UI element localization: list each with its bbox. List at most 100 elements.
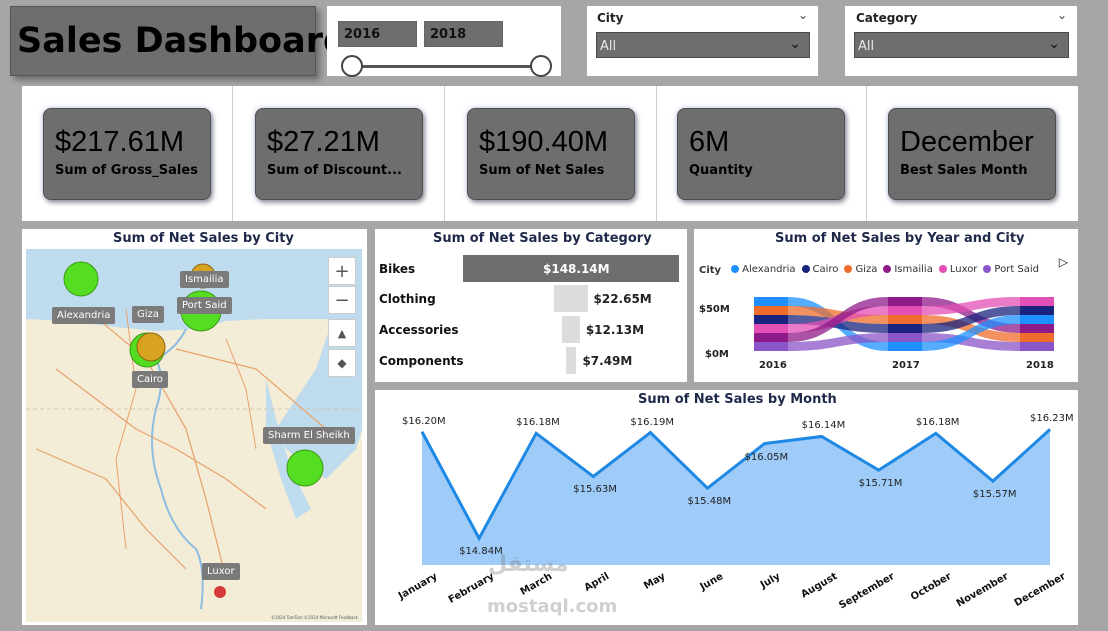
data-point-label: $16.18M — [915, 417, 960, 429]
data-point-label: $15.63M — [573, 484, 617, 496]
legend-item[interactable]: Port Said — [983, 264, 1039, 275]
legend-item[interactable]: Ismailia — [883, 264, 933, 275]
category-bar[interactable] — [463, 255, 679, 282]
data-point-label: $15.71M — [858, 478, 903, 490]
category-bar[interactable] — [562, 316, 580, 343]
ribbon-segment — [888, 342, 922, 351]
ribbon-band — [788, 333, 888, 351]
bubble-alexandria — [63, 261, 99, 297]
zoom-out-button[interactable]: − — [328, 286, 356, 314]
data-point-label: $16.19M — [630, 416, 674, 428]
legend-item[interactable]: Alexandria — [731, 264, 796, 275]
area-fill — [422, 429, 1050, 565]
data-point-label: $16.20M — [402, 415, 446, 427]
city-label-sharm-el-sheikh: Sharm El Sheikh — [263, 427, 355, 444]
year-to-input[interactable]: 2018 — [424, 21, 503, 47]
legend-label: Cairo — [812, 263, 839, 275]
compass-icon[interactable]: ◆ — [328, 349, 356, 377]
legend-label: Giza — [855, 263, 878, 275]
ribbon-segment — [888, 306, 922, 315]
kpi-card-quantity[interactable]: 6M Quantity — [677, 108, 845, 200]
legend-item[interactable]: Luxor — [938, 263, 978, 275]
year-slider-start-handle[interactable] — [341, 55, 363, 77]
ribbon-segment — [888, 315, 922, 324]
year-from-input[interactable]: 2016 — [338, 21, 417, 47]
map-title: Sum of Net Sales by City — [113, 231, 294, 246]
ribbon-chart-title: Sum of Net Sales by Year and City — [775, 231, 1025, 246]
data-point-label: $16.05M — [744, 451, 789, 463]
kpi-strip: $217.61M Sum of Gross_Sales $27.21M Sum … — [22, 86, 1078, 221]
ribbon-band — [922, 333, 1020, 351]
ribbon-band — [922, 306, 1020, 333]
ribbon-segment — [1020, 297, 1054, 306]
ribbon-segment — [754, 306, 788, 315]
legend-dot-icon — [844, 265, 853, 273]
city-label-cairo: Cairo — [132, 371, 168, 388]
legend-item[interactable]: Giza — [844, 264, 877, 275]
kpi-card-net-sales[interactable]: $190.40M Sum of Net Sales — [467, 108, 635, 200]
kpi-label: Sum of Net Sales — [479, 163, 605, 178]
kpi-value: December — [900, 126, 1034, 158]
city-label-ismailia: Ismailia — [180, 271, 229, 288]
data-point-label: $16.14M — [801, 420, 846, 432]
ribbon-segment — [754, 333, 788, 342]
legend-dot-icon — [801, 265, 810, 273]
kpi-value: $217.61M — [55, 126, 184, 158]
ribbon-segment — [754, 324, 788, 333]
kpi-card-discount[interactable]: $27.21M Sum of Discount... — [255, 108, 423, 200]
city-slicer-label: City — [597, 11, 624, 25]
month-chart-panel: Sum of Net Sales by Month $16.20M January… — [375, 390, 1078, 625]
ribbon-segment — [754, 315, 788, 324]
ribbon-segment — [1020, 342, 1054, 351]
page-title: Sales Dashboard — [17, 21, 349, 61]
area-line — [420, 428, 1052, 542]
kpi-value: $190.40M — [479, 126, 608, 158]
kpi-divider — [866, 86, 867, 221]
ribbon-segment — [888, 333, 922, 342]
category-slicer-label: Category — [856, 11, 918, 25]
kpi-label: Sum of Gross_Sales — [55, 163, 198, 178]
map-attribution[interactable]: ©2024 TomTom ©2024 Microsoft Feedback — [271, 615, 358, 620]
dashboard-title-box: Sales Dashboard — [10, 6, 348, 76]
legend-label: Ismailia — [894, 263, 933, 275]
kpi-card-gross-sales[interactable]: $217.61M Sum of Gross_Sales — [43, 108, 211, 200]
category-bar[interactable] — [554, 285, 588, 312]
chevron-down-icon[interactable]: ⌄ — [797, 8, 808, 22]
tilt-button[interactable]: ▲ — [328, 319, 356, 347]
kpi-card-best-month[interactable]: December Best Sales Month — [888, 108, 1056, 200]
month-chart-title: Sum of Net Sales by Month — [638, 392, 837, 407]
x-tick-label: 2016 — [759, 360, 787, 371]
zoom-in-button[interactable]: + — [328, 257, 356, 285]
data-point-label: $15.57M — [972, 489, 1017, 501]
ribbon-segment — [754, 342, 788, 351]
category-label: Bikes — [379, 262, 416, 276]
watermark-latin: mostaql.com — [487, 596, 618, 617]
map-canvas[interactable]: + − ▲ ◆ Alexandria Giza Ismailia Port Sa… — [26, 249, 362, 622]
category-slicer: Category ⌄ All ⌄ — [845, 6, 1077, 76]
category-dropdown[interactable]: All ⌄ — [854, 32, 1069, 58]
legend-dot-icon — [983, 265, 992, 273]
category-bar[interactable] — [565, 347, 577, 374]
kpi-divider — [656, 86, 657, 221]
ribbon-segment — [888, 324, 922, 333]
kpi-value: 6M — [689, 126, 730, 158]
ribbon-legend: City Alexandria Cairo Giza Ismailia Luxor Por… — [699, 258, 1045, 277]
chevron-down-icon[interactable]: ⌄ — [1056, 8, 1067, 22]
category-chart-title: Sum of Net Sales by Category — [433, 231, 652, 246]
legend-label: Luxor — [949, 263, 978, 275]
kpi-divider — [232, 86, 233, 221]
year-slider-track[interactable] — [351, 65, 541, 68]
category-value-label: $148.14M — [543, 262, 610, 276]
legend-next-icon[interactable]: ▷ — [1058, 255, 1068, 269]
chevron-down-icon: ⌄ — [1048, 36, 1060, 52]
kpi-label: Quantity — [689, 163, 753, 178]
year-slider-end-handle[interactable] — [530, 55, 552, 77]
legend-dot-icon — [938, 265, 947, 273]
city-dropdown[interactable]: All ⌄ — [596, 32, 810, 58]
legend-dot-icon — [731, 265, 740, 273]
category-label: Clothing — [379, 292, 436, 306]
legend-item[interactable]: Cairo — [801, 263, 839, 275]
ribbon-band — [922, 297, 1020, 315]
data-point-label: $16.23M — [1030, 413, 1074, 425]
city-slicer: City ⌄ All ⌄ — [587, 6, 818, 76]
